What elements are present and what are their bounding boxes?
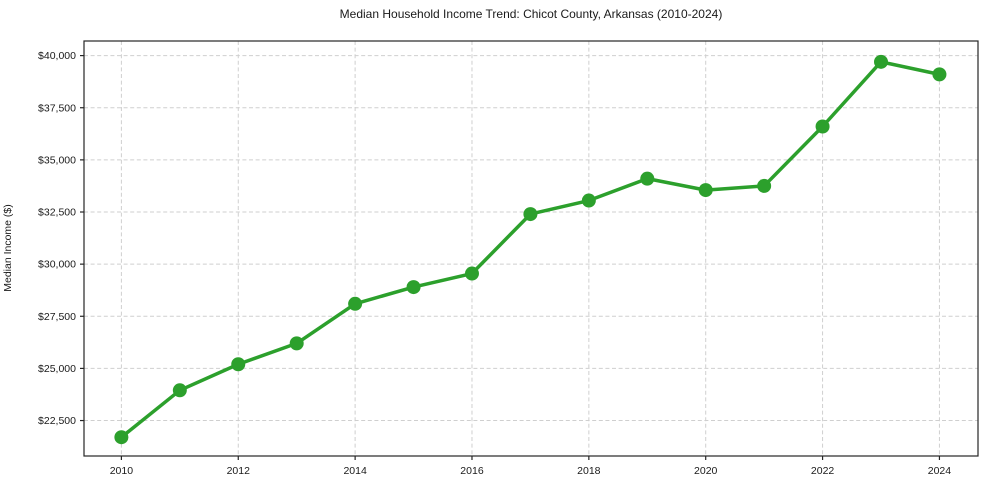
- x-tick-label: 2016: [460, 465, 484, 477]
- data-point: [874, 54, 889, 69]
- data-point: [172, 383, 187, 398]
- x-tick-label: 2018: [577, 465, 601, 477]
- x-tick-label: 2010: [110, 465, 134, 477]
- data-point: [114, 430, 129, 445]
- data-point: [581, 193, 596, 208]
- data-point: [932, 67, 947, 82]
- data-point: [523, 207, 538, 222]
- data-point: [289, 336, 304, 351]
- x-tick-label: 2022: [811, 465, 835, 477]
- data-point: [815, 119, 830, 134]
- plot-border: [83, 40, 979, 457]
- y-tick-label: $37,500: [38, 102, 76, 114]
- data-point: [348, 296, 363, 311]
- y-tick-label: $27,500: [38, 311, 76, 323]
- chart-title: Median Household Income Trend: Chicot Co…: [339, 7, 723, 21]
- data-point: [464, 266, 479, 281]
- data-point: [698, 183, 713, 198]
- y-tick-label: $32,500: [38, 207, 76, 219]
- data-point: [231, 357, 246, 372]
- y-tick-label: $25,000: [38, 363, 76, 375]
- y-tick-label: $35,000: [38, 154, 76, 166]
- data-line: [119, 60, 942, 439]
- data-point: [757, 178, 772, 193]
- data-point: [640, 171, 655, 186]
- y-tick-label: $40,000: [38, 50, 76, 62]
- x-tick-label: 2014: [343, 465, 367, 477]
- x-tick-label: 2012: [227, 465, 251, 477]
- x-tick-label: 2024: [928, 465, 952, 477]
- data-point: [406, 280, 421, 295]
- y-tick-label: $22,500: [38, 415, 76, 427]
- y-tick-label: $30,000: [38, 259, 76, 271]
- x-tick-label: 2020: [694, 465, 718, 477]
